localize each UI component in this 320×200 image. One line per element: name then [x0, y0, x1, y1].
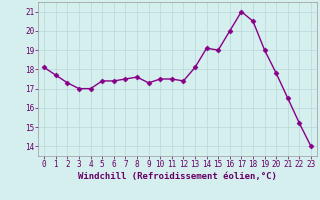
X-axis label: Windchill (Refroidissement éolien,°C): Windchill (Refroidissement éolien,°C) — [78, 172, 277, 181]
